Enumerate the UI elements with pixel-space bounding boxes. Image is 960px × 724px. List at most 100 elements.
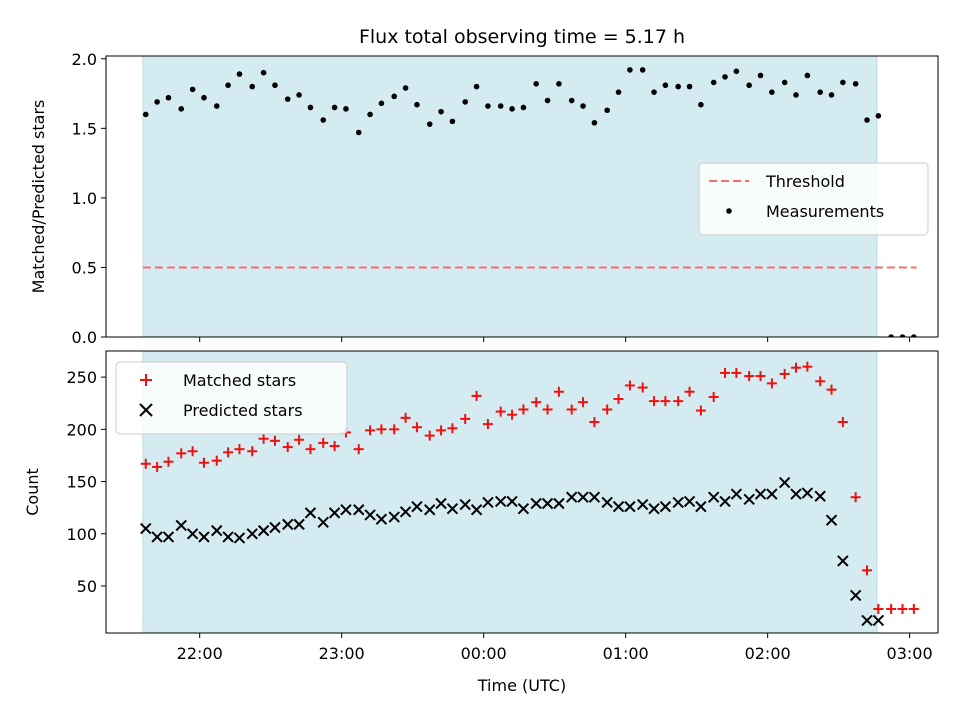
data-point <box>588 491 601 503</box>
data-point <box>507 409 518 420</box>
data-point <box>888 334 894 337</box>
data-point <box>886 603 897 614</box>
data-point <box>817 89 823 95</box>
data-point <box>743 493 755 506</box>
data-point <box>580 103 586 109</box>
data-point <box>875 113 882 119</box>
data-point <box>162 531 175 543</box>
data-point <box>151 531 163 543</box>
data-point <box>402 85 409 91</box>
data-point <box>722 74 728 80</box>
data-point <box>520 104 527 111</box>
data-point <box>802 361 813 372</box>
data-point <box>331 104 338 111</box>
data-point <box>565 491 578 503</box>
data-point <box>142 111 149 118</box>
data-point <box>284 96 291 102</box>
data-point <box>825 514 838 526</box>
x-tick-label: 00:00 <box>461 644 507 663</box>
data-point <box>236 71 243 77</box>
data-point <box>269 435 280 446</box>
data-point <box>296 92 302 98</box>
data-point <box>624 500 636 513</box>
y-tick-label: 200 <box>66 420 97 439</box>
data-point <box>698 101 704 108</box>
data-point <box>517 503 530 515</box>
data-point <box>282 518 294 531</box>
data-point <box>198 531 210 543</box>
data-point <box>686 83 693 90</box>
ratio-panel: 0.0 0.5 1.0 1.5 2.0 Matched/Predicted stars Th… <box>29 50 939 347</box>
data-point <box>542 404 553 415</box>
data-point <box>364 509 376 521</box>
data-point <box>530 497 542 510</box>
data-point <box>673 396 684 407</box>
data-point <box>627 67 633 73</box>
data-point <box>637 382 648 393</box>
series-predicted-stars <box>140 476 885 627</box>
data-point <box>260 69 267 76</box>
data-point <box>544 97 551 104</box>
data-point <box>269 521 281 534</box>
data-point <box>257 524 270 537</box>
data-point <box>790 488 802 500</box>
data-point <box>897 603 908 614</box>
data-point <box>294 434 305 445</box>
data-point <box>873 603 884 614</box>
data-point <box>305 444 316 455</box>
data-point <box>389 424 400 435</box>
legend-box <box>115 361 348 435</box>
data-point <box>651 89 657 95</box>
data-point <box>140 522 152 535</box>
data-point <box>531 397 542 408</box>
data-point <box>828 92 835 98</box>
chart-title: Flux total observing time = 5.17 h <box>359 26 685 48</box>
data-point <box>591 119 598 126</box>
data-point <box>708 391 719 402</box>
data-point <box>436 425 447 436</box>
data-point <box>566 404 577 415</box>
data-point <box>837 555 849 567</box>
data-point <box>471 390 482 401</box>
data-point <box>849 589 862 602</box>
data-point <box>766 488 778 500</box>
data-point <box>391 93 398 100</box>
series-matched-stars <box>140 361 919 614</box>
data-point <box>414 101 420 108</box>
data-point <box>707 491 720 503</box>
legend-label: Threshold <box>765 172 845 191</box>
legend-handle <box>140 374 152 386</box>
data-point <box>801 487 814 499</box>
legend: Matched stars Predicted stars <box>115 361 348 435</box>
data-point <box>695 405 706 416</box>
data-point <box>460 413 471 424</box>
x-tick-label: 23:00 <box>319 644 365 663</box>
data-point <box>604 107 610 114</box>
data-point <box>778 476 791 489</box>
data-point <box>365 425 376 436</box>
data-point <box>636 498 649 511</box>
data-point <box>541 497 554 510</box>
y-tick-label: 250 <box>66 368 97 387</box>
data-point <box>612 500 625 513</box>
x-tick-label: 22:00 <box>177 644 223 663</box>
y-tick-label: 1.5 <box>72 119 97 138</box>
data-point <box>509 106 515 112</box>
data-point <box>304 507 317 519</box>
y-axis-label: Count <box>23 468 42 516</box>
data-point <box>779 368 790 379</box>
data-point <box>201 94 207 101</box>
y-tick-label: 0.5 <box>72 258 97 277</box>
data-point <box>411 500 423 513</box>
data-point <box>553 386 564 397</box>
data-point <box>862 565 873 576</box>
data-point <box>672 496 684 509</box>
legend-label: Matched stars <box>183 371 296 390</box>
data-point <box>328 507 341 519</box>
data-point <box>683 495 696 508</box>
data-point <box>187 446 198 457</box>
data-point <box>852 81 859 87</box>
legend-handle <box>139 403 153 417</box>
legend-label: Measurements <box>766 202 884 221</box>
